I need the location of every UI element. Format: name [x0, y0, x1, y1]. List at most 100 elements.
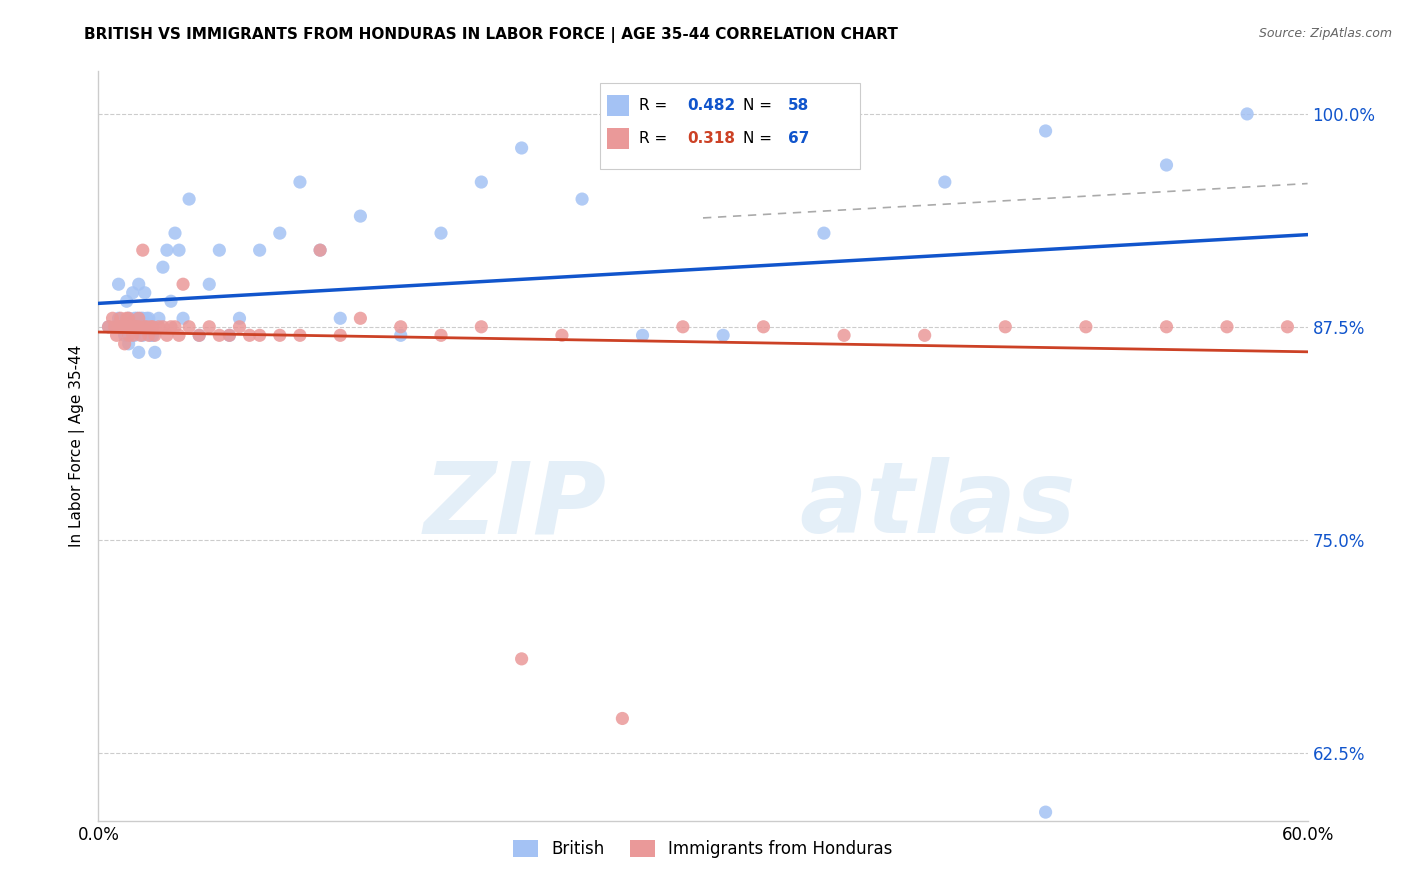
Point — [128, 319, 150, 334]
Point — [329, 311, 352, 326]
Point — [103, 319, 125, 334]
Point — [172, 277, 194, 292]
Point — [118, 336, 141, 351]
Text: atlas: atlas — [800, 458, 1076, 555]
Point — [551, 328, 574, 343]
Point — [103, 319, 125, 334]
Point — [309, 243, 332, 257]
Point — [97, 319, 120, 334]
Point — [389, 319, 412, 334]
Point — [510, 141, 533, 155]
Point — [129, 311, 152, 326]
Point — [994, 319, 1017, 334]
Point — [132, 328, 155, 343]
Point — [1357, 319, 1379, 334]
Y-axis label: In Labor Force | Age 35-44: In Labor Force | Age 35-44 — [69, 345, 86, 547]
Point — [139, 328, 162, 343]
Point — [134, 319, 156, 334]
Point — [111, 319, 134, 334]
Point — [188, 328, 211, 343]
Point — [134, 285, 156, 300]
Point — [156, 243, 179, 257]
Point — [163, 226, 186, 240]
Point — [934, 175, 956, 189]
Point — [179, 319, 201, 334]
Text: 0.482: 0.482 — [688, 97, 735, 112]
Point — [148, 311, 170, 326]
Point — [430, 328, 453, 343]
Point — [288, 328, 311, 343]
Point — [198, 319, 221, 334]
Point — [107, 311, 129, 326]
Text: Source: ZipAtlas.com: Source: ZipAtlas.com — [1258, 27, 1392, 40]
Point — [114, 319, 136, 334]
Point — [711, 328, 734, 343]
Point — [1316, 319, 1339, 334]
Point — [228, 319, 250, 334]
Point — [143, 345, 166, 359]
Text: N =: N = — [742, 131, 772, 146]
Point — [1236, 107, 1258, 121]
Point — [389, 328, 412, 343]
Point — [129, 328, 152, 343]
Point — [249, 328, 271, 343]
Point — [152, 319, 174, 334]
Point — [134, 319, 156, 334]
Legend: British, Immigrants from Honduras: British, Immigrants from Honduras — [506, 833, 900, 864]
Point — [128, 311, 150, 326]
Point — [107, 319, 129, 334]
Point — [218, 328, 240, 343]
FancyBboxPatch shape — [600, 83, 860, 169]
Point — [156, 328, 179, 343]
FancyBboxPatch shape — [607, 95, 630, 116]
Point — [138, 311, 160, 326]
Point — [132, 243, 155, 257]
Point — [239, 328, 262, 343]
Point — [188, 328, 211, 343]
Point — [167, 243, 190, 257]
Point — [138, 328, 160, 343]
Text: R =: R = — [638, 131, 668, 146]
Point — [832, 328, 855, 343]
Point — [125, 311, 148, 326]
Point — [107, 277, 129, 292]
Point — [269, 226, 291, 240]
Point — [218, 328, 240, 343]
Point — [114, 336, 136, 351]
Point — [124, 328, 146, 343]
Point — [121, 285, 143, 300]
Point — [228, 311, 250, 326]
Point — [143, 328, 166, 343]
Point — [142, 319, 165, 334]
Text: 0.318: 0.318 — [688, 131, 735, 146]
Text: 58: 58 — [787, 97, 808, 112]
Point — [114, 328, 136, 343]
Point — [167, 328, 190, 343]
Point — [1337, 319, 1360, 334]
Point — [349, 209, 371, 223]
Point — [249, 243, 271, 257]
Point — [612, 711, 634, 725]
Point — [148, 319, 170, 334]
Point — [118, 311, 141, 326]
Point — [1156, 319, 1178, 334]
Text: N =: N = — [742, 97, 772, 112]
Point — [101, 311, 124, 326]
Point — [139, 319, 162, 334]
Point — [1216, 319, 1239, 334]
Point — [510, 652, 533, 666]
Point — [163, 319, 186, 334]
Text: ZIP: ZIP — [423, 458, 606, 555]
Point — [128, 319, 150, 334]
Point — [269, 328, 291, 343]
Point — [160, 319, 183, 334]
Point — [1035, 124, 1057, 138]
Point — [430, 226, 453, 240]
Point — [672, 319, 695, 334]
Point — [179, 192, 201, 206]
Point — [132, 311, 155, 326]
FancyBboxPatch shape — [607, 128, 630, 149]
Point — [172, 311, 194, 326]
Point — [128, 277, 150, 292]
Point — [121, 319, 143, 334]
